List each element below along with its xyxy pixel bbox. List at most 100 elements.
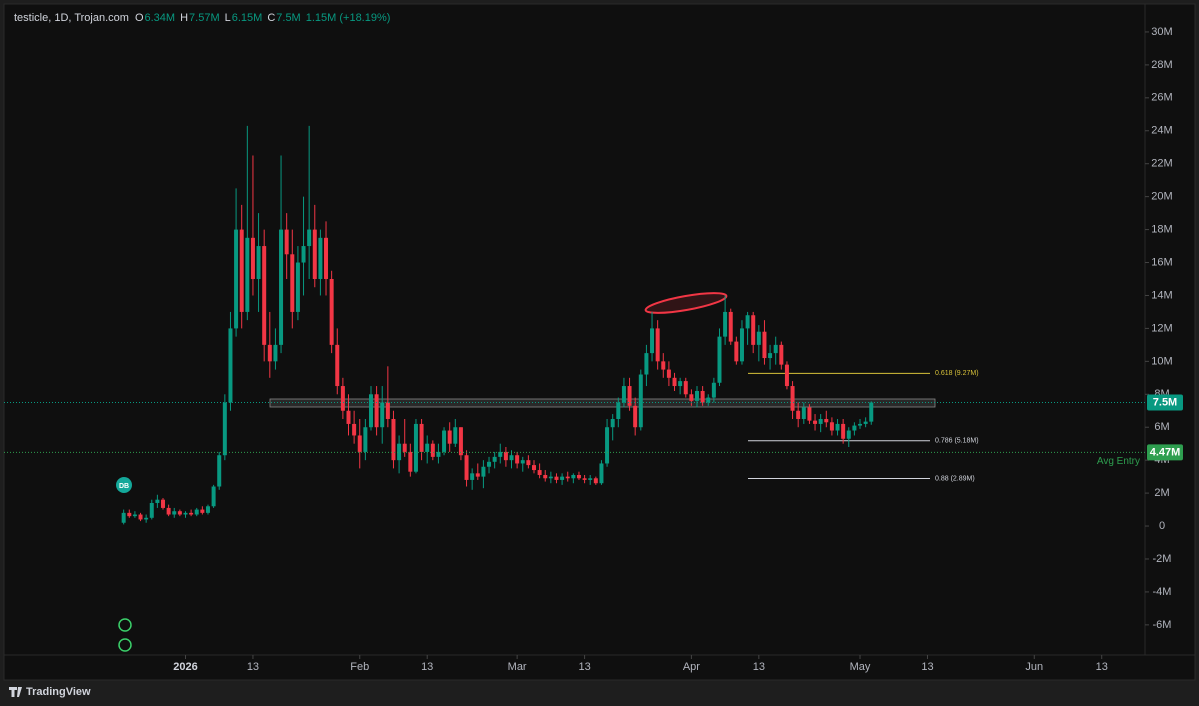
y-tick-label: 0	[1159, 520, 1165, 532]
x-tick-label: Jun	[1025, 661, 1043, 673]
y-tick-label: 24M	[1151, 125, 1172, 137]
candle-body	[183, 512, 188, 515]
candle-body	[228, 328, 233, 403]
candle-body	[295, 262, 300, 312]
candle-body	[245, 237, 250, 312]
candle-body	[779, 344, 784, 365]
candle-body	[442, 430, 447, 452]
candle-body	[503, 451, 508, 461]
candle-body	[194, 509, 199, 515]
candle-body	[200, 509, 205, 513]
x-tick-label: 13	[753, 661, 765, 673]
y-tick-label: -6M	[1153, 619, 1172, 631]
candle-body	[509, 455, 514, 461]
candle-body	[554, 476, 559, 480]
candle-body	[121, 512, 126, 523]
candle-body	[582, 478, 587, 480]
candle-body	[413, 423, 418, 472]
candle-body	[436, 451, 441, 457]
x-tick-label: Feb	[350, 661, 369, 673]
candle-body	[515, 455, 520, 464]
candle-body	[756, 331, 761, 345]
y-tick-label: 30M	[1151, 26, 1172, 38]
candle-body	[621, 386, 626, 403]
candle-body	[155, 499, 160, 503]
candle-body	[829, 422, 834, 431]
candle-body	[211, 486, 216, 507]
candle-body	[419, 423, 424, 452]
candle-body	[633, 405, 638, 428]
candle-body	[700, 390, 705, 403]
candle-body	[711, 382, 716, 398]
candle-body	[599, 463, 604, 484]
candle-body	[352, 423, 357, 436]
candle-body	[638, 374, 643, 428]
candle-body	[290, 254, 295, 312]
candle-body	[571, 474, 576, 479]
y-tick-label: 20M	[1151, 191, 1172, 203]
candle-body	[425, 443, 430, 452]
candle-body	[189, 512, 194, 515]
candle-body	[329, 278, 334, 345]
y-tick-label: 2M	[1154, 487, 1169, 499]
y-tick-label: 14M	[1151, 289, 1172, 301]
candle-body	[666, 369, 671, 378]
candle-body	[402, 443, 407, 452]
candle-body	[138, 514, 143, 520]
candle-body	[222, 402, 227, 456]
badge-icon[interactable]	[116, 477, 132, 493]
y-tick-label: -2M	[1153, 553, 1172, 565]
badge-text: DB	[119, 483, 129, 490]
candle-body	[256, 246, 261, 279]
candle-body	[801, 407, 806, 419]
candle-body	[655, 328, 660, 362]
ohlc-label: L	[225, 12, 231, 24]
tool-icon[interactable]	[118, 638, 132, 652]
candle-body	[526, 460, 531, 466]
plot-area	[121, 125, 936, 525]
candle-body	[458, 427, 463, 456]
x-tick-label: 2026	[173, 661, 197, 673]
price-badge-label: 4.47M	[1150, 446, 1181, 458]
candle-body	[672, 377, 677, 387]
candle-body	[751, 315, 756, 345]
candle-body	[661, 361, 666, 370]
price-badge	[1147, 394, 1183, 411]
candle-body	[374, 394, 379, 428]
y-tick-label: 26M	[1151, 92, 1172, 104]
y-tick-label: 22M	[1151, 158, 1172, 170]
candle-body	[869, 402, 874, 422]
candle-body	[312, 229, 317, 279]
candle-body	[447, 430, 452, 444]
candle-body	[841, 423, 846, 439]
fib-label: 0.786 (5.18M)	[935, 438, 979, 445]
candle-body	[745, 315, 750, 329]
candle-body	[273, 344, 278, 362]
candle-body	[852, 425, 857, 431]
candle-body	[835, 423, 840, 431]
candle-body	[784, 364, 789, 387]
candle-body	[728, 311, 733, 342]
candle-body	[217, 455, 222, 487]
candle-body	[279, 229, 284, 345]
candle-body	[475, 473, 480, 477]
candle-body	[250, 237, 255, 279]
candle-body	[813, 420, 818, 424]
candle-body	[234, 229, 239, 329]
candle-body	[318, 237, 323, 279]
fib-label: 0.618 (9.27M)	[935, 370, 979, 377]
candle-body	[127, 512, 132, 517]
x-tick-label: May	[850, 661, 871, 673]
chart-title: testicle, 1D, Trojan.com	[14, 12, 129, 24]
candle-body	[380, 402, 385, 428]
tool-icon[interactable]	[118, 618, 132, 632]
candle-body	[762, 331, 767, 359]
candle-body	[324, 237, 329, 279]
candle-body	[683, 381, 688, 395]
y-tick-label: 18M	[1151, 223, 1172, 235]
candle-body	[543, 474, 548, 479]
candle-body	[846, 430, 851, 439]
y-tick-label: 28M	[1151, 59, 1172, 71]
candle-body	[593, 478, 598, 484]
